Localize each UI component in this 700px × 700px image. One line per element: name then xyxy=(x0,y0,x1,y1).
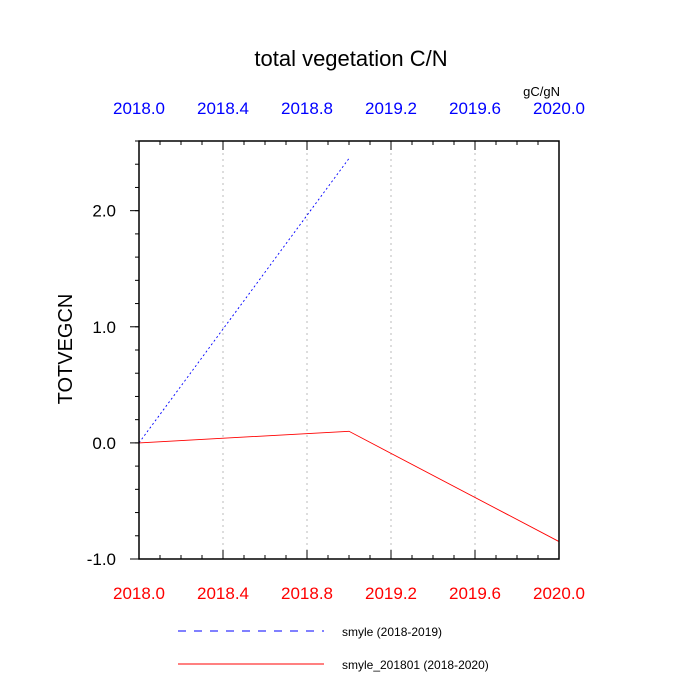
x-tick-label-bottom: 2020.0 xyxy=(533,584,585,603)
x-tick-label-top: 2019.6 xyxy=(449,99,501,118)
y-tick-label: 0.0 xyxy=(92,434,116,453)
y-tick-label: 1.0 xyxy=(92,318,116,337)
y-tick-label: -1.0 xyxy=(87,550,116,569)
series-line xyxy=(138,430,560,542)
x-tick-label-top: 2018.0 xyxy=(113,99,165,118)
x-tick-label-bottom: 2018.0 xyxy=(113,584,165,603)
units-label: gC/gN xyxy=(523,84,560,99)
x-tick-label-bottom: 2019.6 xyxy=(449,584,501,603)
x-tick-label-bottom: 2019.2 xyxy=(365,584,417,603)
x-tick-label-top: 2019.2 xyxy=(365,99,417,118)
legend-label: smyle_201801 (2018-2020) xyxy=(342,658,489,672)
legend: smyle (2018-2019) smyle_201801 (2018-2020… xyxy=(178,625,489,672)
x-tick-label-bottom: 2018.4 xyxy=(197,584,249,603)
y-tick-label: 2.0 xyxy=(92,202,116,221)
chart-title: total vegetation C/N xyxy=(254,46,447,71)
legend-label: smyle (2018-2019) xyxy=(342,625,442,639)
x-tick-label-top: 2018.8 xyxy=(281,99,333,118)
x-tick-label-top: 2020.0 xyxy=(533,99,585,118)
series-line xyxy=(138,158,350,444)
grid-lines xyxy=(222,141,476,559)
plot-frame xyxy=(138,140,560,560)
y-axis-label: TOTVEGCN xyxy=(55,294,77,405)
series-group xyxy=(138,158,560,542)
x-tick-label-top: 2018.4 xyxy=(197,99,249,118)
x-tick-label-bottom: 2018.8 xyxy=(281,584,333,603)
axes-group: 2018.0 2018.0 2018.4 2018.4 2018.8 2018.8 2019… xyxy=(87,99,585,603)
